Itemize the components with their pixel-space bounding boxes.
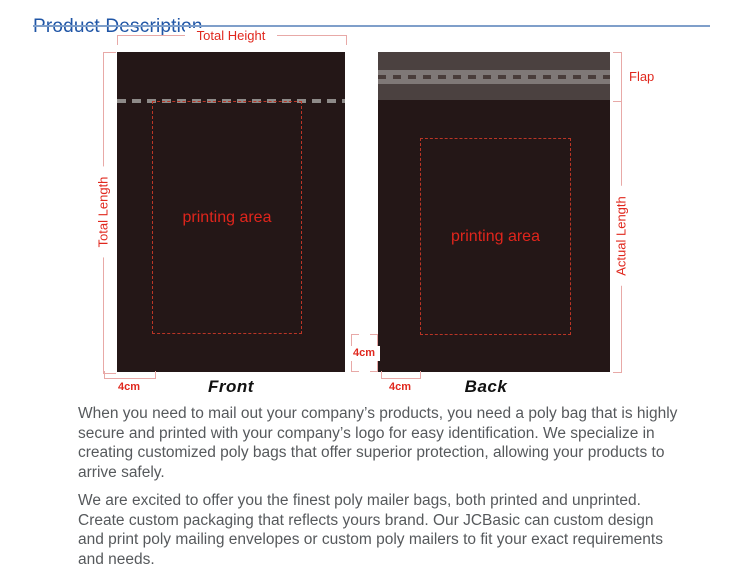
description-paragraph-1: When you need to mail out your company’s…	[78, 405, 678, 481]
flap-bracket	[613, 52, 622, 102]
total-length-label: Total Length	[95, 166, 111, 258]
front-bottom-margin-label: 4cm	[117, 381, 141, 393]
back-printing-area: printing area	[420, 138, 571, 335]
flap-label: Flap	[629, 69, 655, 84]
description-text: When you need to mail out your company’s…	[78, 404, 678, 572]
back-printing-area-label: printing area	[451, 227, 540, 245]
back-flap	[378, 52, 610, 100]
title-underline	[33, 25, 710, 27]
total-height-label: Total Height	[184, 28, 278, 43]
back-caption: Back	[464, 377, 508, 396]
back-adhesive-dashed-line	[378, 75, 610, 79]
front-printing-area-label: printing area	[182, 208, 272, 226]
back-bottom-margin-label: 4cm	[388, 381, 412, 393]
description-paragraph-2: We are excited to offer you the finest p…	[78, 492, 663, 568]
back-bag-illustration: printing area	[378, 52, 610, 372]
front-bottom-margin-bracket	[104, 371, 156, 379]
back-adhesive-strip	[378, 70, 610, 84]
actual-length-label: Actual Length	[613, 186, 629, 286]
gusset-margin-label: 4cm	[348, 346, 380, 361]
front-bag-illustration: printing area	[117, 52, 345, 372]
front-caption: Front	[208, 377, 254, 396]
total-height-label-row: Total Height	[117, 28, 345, 43]
back-bottom-margin-bracket	[381, 371, 421, 379]
front-printing-area: printing area	[152, 101, 302, 334]
